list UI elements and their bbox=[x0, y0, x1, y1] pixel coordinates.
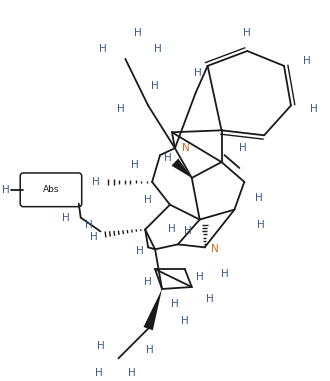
Text: H: H bbox=[240, 143, 247, 153]
Text: H: H bbox=[303, 56, 311, 66]
Text: H: H bbox=[171, 299, 179, 309]
Text: H: H bbox=[168, 224, 176, 234]
Text: H: H bbox=[164, 153, 172, 163]
Text: H: H bbox=[184, 226, 192, 237]
Text: Abs: Abs bbox=[43, 185, 59, 194]
Text: H: H bbox=[194, 68, 202, 78]
Text: H: H bbox=[310, 104, 317, 114]
Text: H: H bbox=[2, 185, 10, 195]
Text: H: H bbox=[131, 160, 139, 170]
Text: H: H bbox=[97, 341, 104, 352]
Text: H: H bbox=[85, 219, 92, 229]
Text: H: H bbox=[196, 272, 204, 282]
Text: H: H bbox=[244, 28, 251, 38]
Text: H: H bbox=[92, 177, 99, 187]
Text: H: H bbox=[181, 316, 189, 326]
Text: H: H bbox=[221, 269, 228, 279]
Text: H: H bbox=[151, 81, 159, 91]
Text: H: H bbox=[95, 368, 102, 378]
Text: H: H bbox=[116, 104, 124, 114]
Text: H: H bbox=[206, 294, 214, 304]
Text: N: N bbox=[211, 244, 218, 254]
FancyBboxPatch shape bbox=[20, 173, 82, 207]
Text: H: H bbox=[146, 346, 154, 355]
Text: H: H bbox=[257, 219, 265, 229]
Text: H: H bbox=[144, 277, 152, 287]
Text: N: N bbox=[182, 143, 190, 153]
Polygon shape bbox=[144, 289, 162, 330]
Text: H: H bbox=[99, 44, 106, 54]
Text: H: H bbox=[134, 28, 142, 38]
Polygon shape bbox=[172, 158, 192, 178]
Text: H: H bbox=[255, 193, 263, 203]
Text: H: H bbox=[154, 44, 162, 54]
Text: H: H bbox=[144, 195, 152, 205]
Text: H: H bbox=[128, 368, 136, 378]
Text: H: H bbox=[62, 213, 70, 223]
Text: H: H bbox=[90, 232, 97, 242]
Text: H: H bbox=[136, 246, 144, 256]
